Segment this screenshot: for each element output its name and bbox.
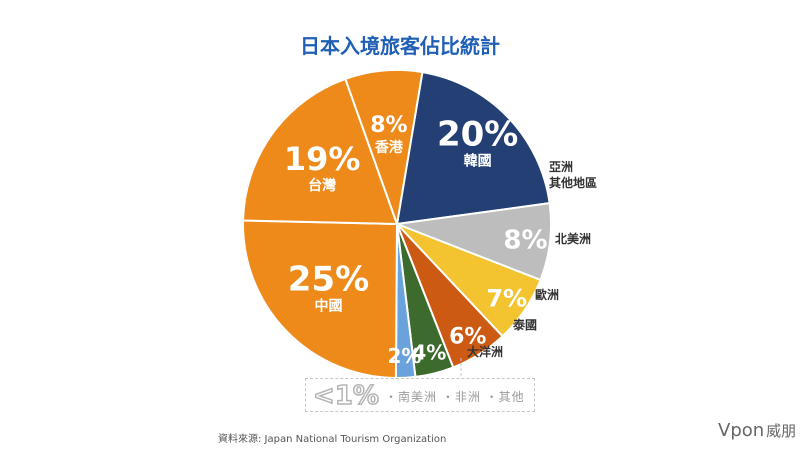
category-label: 歐洲 [535,287,559,302]
chart-title: 日本入境旅客佔比統計 [300,34,500,58]
other-regions-percent: <1% [312,380,379,412]
category-label: 其他地區 [549,175,597,190]
percent-label: 8% [503,225,547,255]
vpon-logo: Vpon 威朋 [718,420,796,441]
category-label: 北美洲 [555,231,591,246]
percent-label: 25% [288,259,369,299]
slice-台灣 [242,77,399,226]
slice-韓國 [395,70,551,226]
percent-label: 20% [437,115,518,155]
percent-label: 8% [370,113,407,138]
slice-香港 [344,69,424,228]
category-label: 大洋洲 [467,344,503,359]
category-label: 台灣 [308,177,336,194]
percent-label: 19% [284,140,361,178]
percent-label: 4% [412,340,446,364]
percent-label: 6% [449,325,486,350]
category-label: 中國 [314,297,342,314]
slice-中國 [242,219,399,380]
category-label: 亞洲 [549,160,573,174]
category-label: 韓國 [464,153,492,170]
source-note: 資料來源: Japan National Tourism Organizatio… [218,434,447,445]
percent-label: 2% [387,344,421,368]
percent-label: 7% [486,285,527,313]
other-regions-list: ・南美洲 ・非洲 ・其他 [385,390,525,404]
category-label: 香港 [374,139,404,156]
category-label: 泰國 [512,317,537,332]
logo-chinese: 威朋 [766,422,797,440]
logo-brand: Vpon [718,420,765,441]
other-regions-box [305,378,535,412]
pie-slices [242,69,552,380]
